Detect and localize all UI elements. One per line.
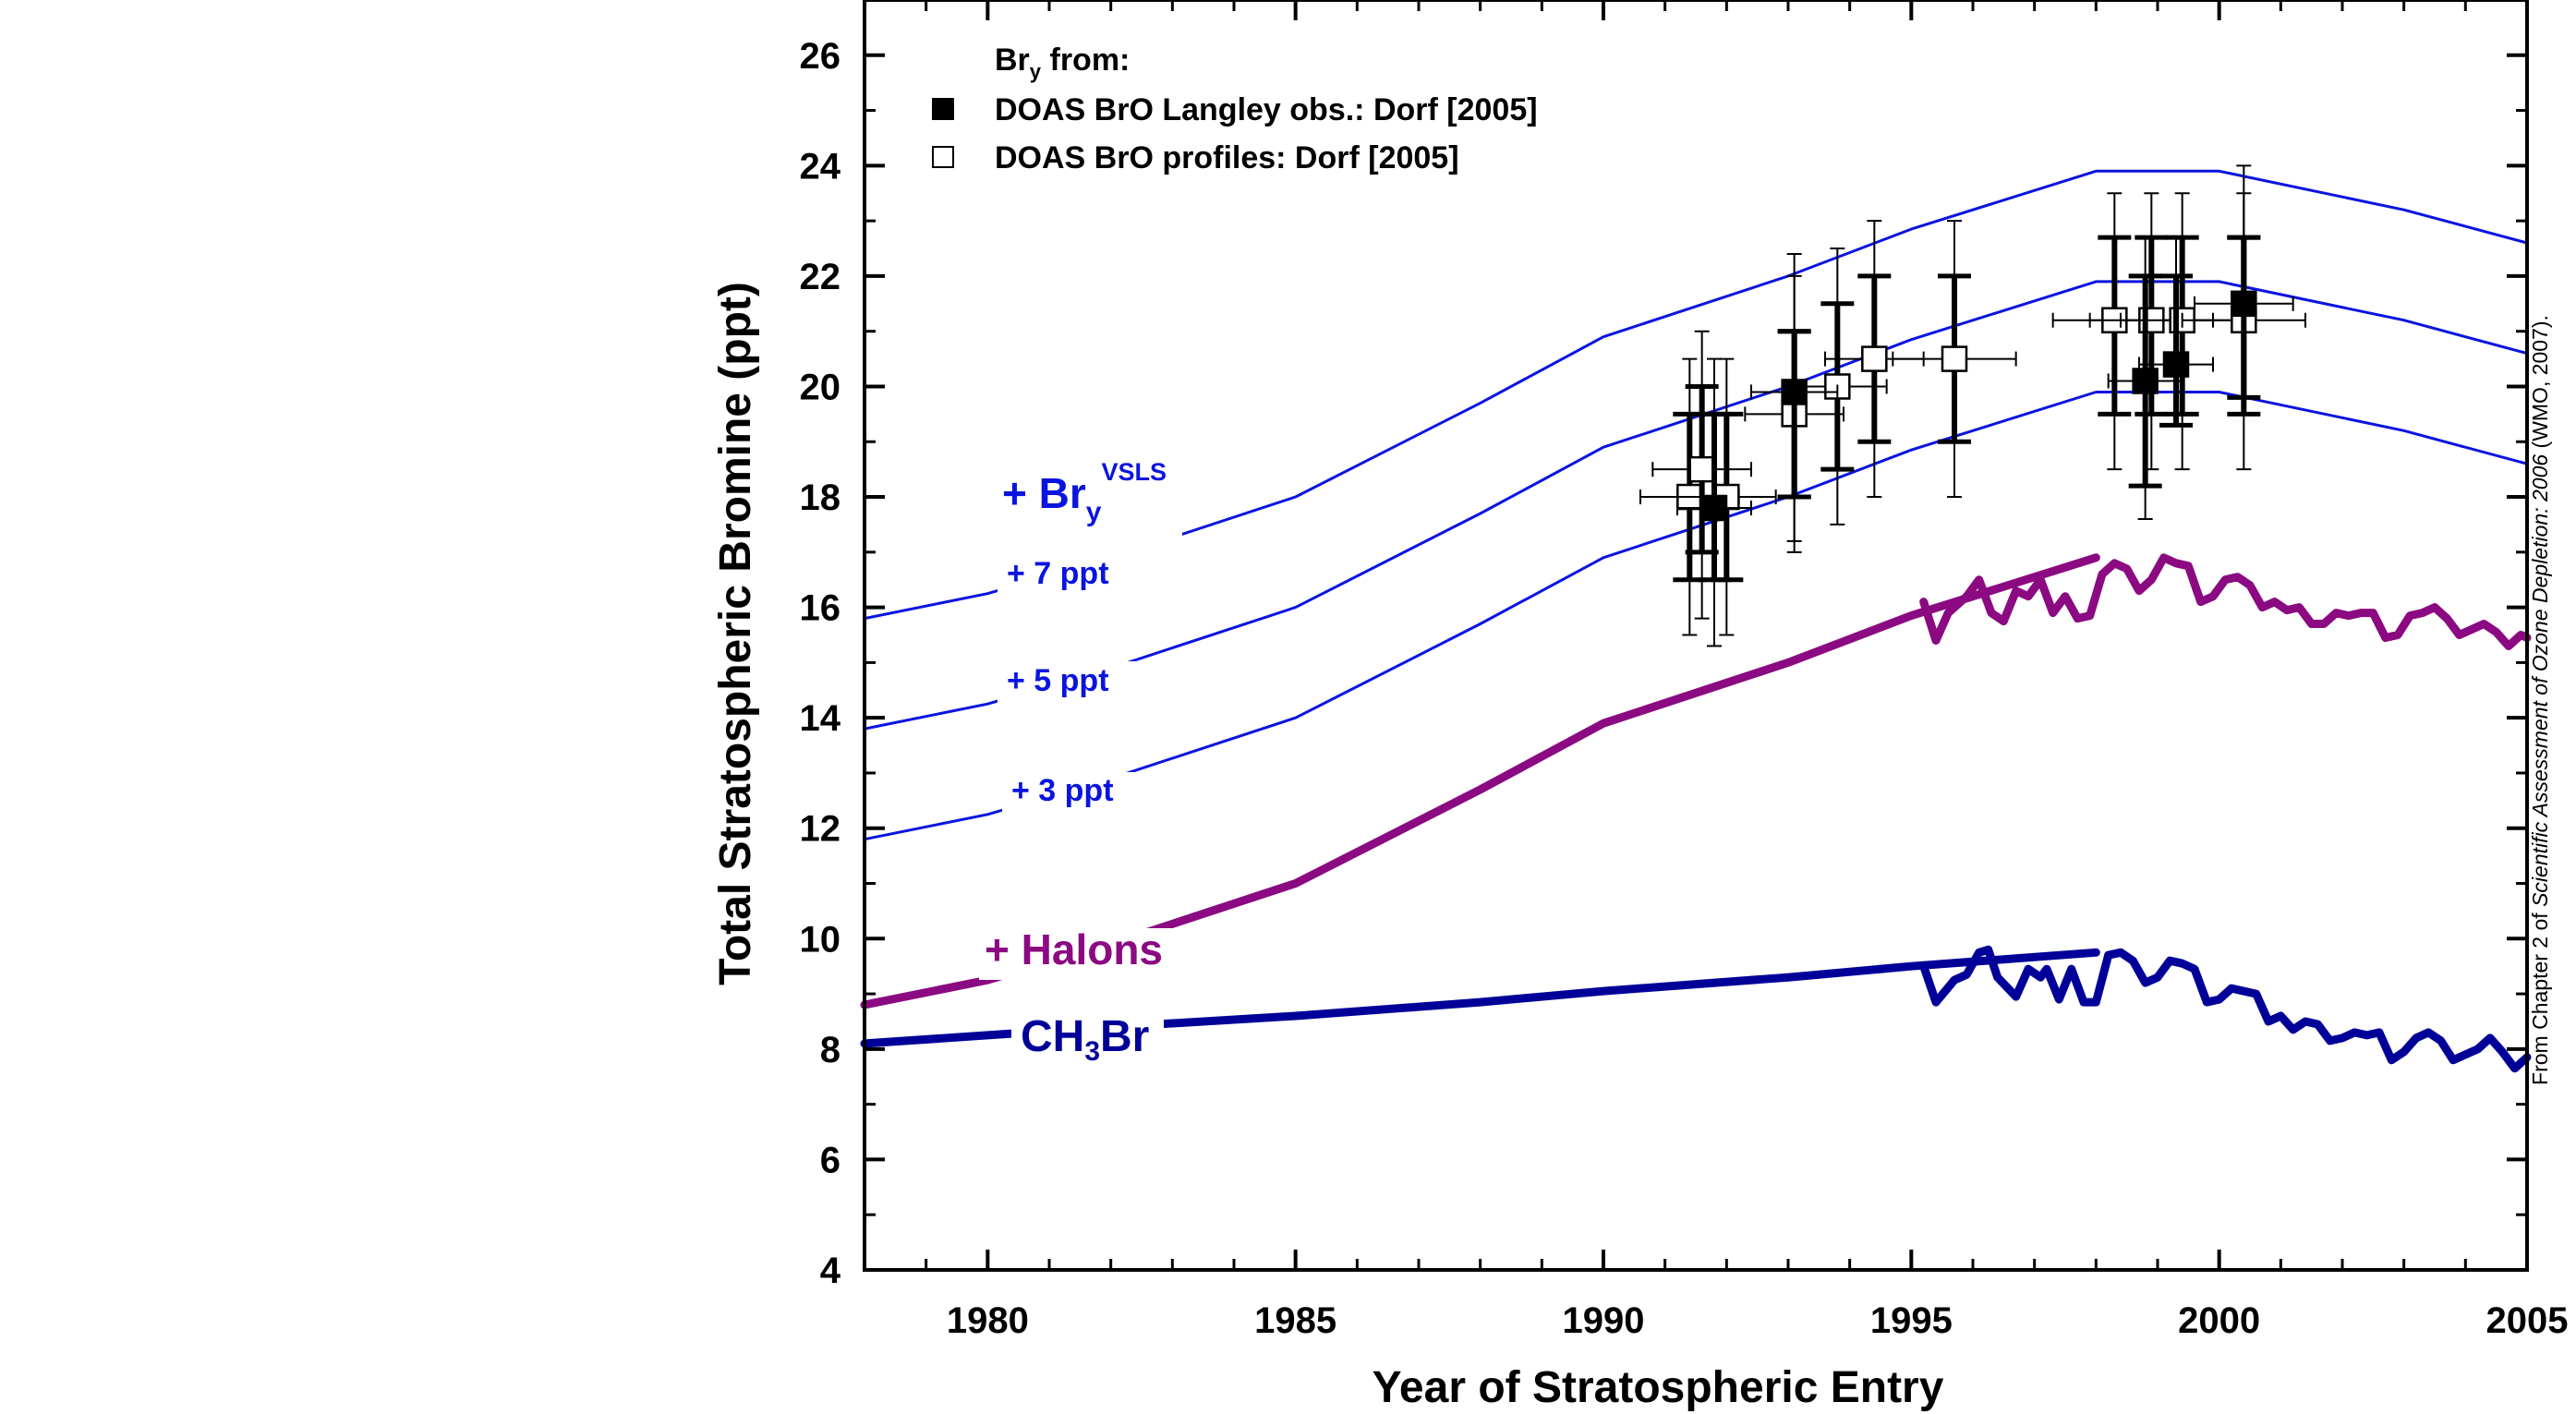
x-tick-label: 1980 bbox=[947, 1300, 1029, 1341]
langley-point bbox=[2138, 236, 2214, 428]
profile-marker bbox=[1861, 345, 1888, 372]
label-backdrop bbox=[1011, 1011, 1164, 1067]
y-axis-title: Total Stratospheric Bromine (ppt) bbox=[711, 282, 760, 985]
x-tick-label: 2000 bbox=[2178, 1300, 2260, 1341]
label-backdrop bbox=[979, 928, 1201, 980]
langley-marker bbox=[1700, 494, 1728, 522]
y-tick-label: 14 bbox=[800, 698, 841, 739]
x-tick-label: 2005 bbox=[2486, 1300, 2569, 1341]
series-layer bbox=[860, 169, 2532, 1073]
langley-point bbox=[2194, 164, 2294, 400]
svg-text:+ BryVSLS: + Bry VSLS bbox=[1002, 458, 1167, 527]
y-tick-label: 12 bbox=[800, 809, 841, 850]
ch3br-label-rest: Br bbox=[1100, 1012, 1149, 1061]
legend-marker-open bbox=[932, 146, 954, 168]
y-tick-label: 26 bbox=[800, 36, 841, 77]
bry-label-sub: y bbox=[1086, 497, 1102, 527]
series-line-ch3br-detail bbox=[1919, 945, 2532, 1073]
profile-point bbox=[1892, 220, 2017, 499]
y-tick-label: 24 bbox=[800, 146, 841, 187]
svg-text:Bry from:: Bry from: bbox=[995, 42, 1130, 83]
y-tick-label: 6 bbox=[820, 1140, 841, 1180]
label-halons: + Halons bbox=[985, 925, 1163, 973]
source-credit: From Chapter 2 of Scientific Assessment … bbox=[2528, 315, 2552, 1085]
label-vsls7: + 7 ppt bbox=[1007, 556, 1109, 591]
label-backdrop bbox=[998, 661, 1145, 704]
ticks-layer: 1980 1985 1990 1995 2000 2005 4 6 8 10 12 14 16 18 20 2… bbox=[800, 0, 2569, 1341]
profile-point bbox=[2051, 192, 2177, 471]
y-tick-label: 4 bbox=[820, 1251, 841, 1291]
profile-marker bbox=[1941, 345, 1968, 372]
svg-text:CH3Br: CH3Br bbox=[1021, 1012, 1149, 1067]
label-bry-vsls: + Bry VSLS bbox=[1002, 458, 1167, 527]
y-tick-label: 10 bbox=[800, 919, 841, 960]
legend-title-rest: from: bbox=[1041, 42, 1130, 78]
bry-label-main: + Br bbox=[1002, 469, 1086, 517]
langley-marker bbox=[1781, 379, 1808, 405]
series-line-halons-detail bbox=[1919, 553, 2532, 650]
legend-entry-profiles: DOAS BrO profiles: Dorf [2005] bbox=[995, 140, 1459, 175]
label-backdrop bbox=[961, 499, 1182, 554]
langley-point bbox=[2107, 236, 2183, 520]
langley-marker bbox=[2132, 368, 2159, 394]
legend: Bry from: DOAS BrO Langley obs.: Dorf [2… bbox=[932, 42, 1538, 175]
legend-title-main: Br bbox=[995, 42, 1030, 78]
x-tick-label: 1985 bbox=[1254, 1300, 1336, 1341]
credit-prefix: From Chapter 2 of bbox=[2528, 907, 2552, 1085]
credit-italic: Scientific Assessment of Ozone Depletion… bbox=[2528, 454, 2552, 907]
profile-marker bbox=[1688, 455, 1715, 483]
legend-entry-langley: DOAS BrO Langley obs.: Dorf [2005] bbox=[995, 92, 1538, 127]
y-tick-label: 16 bbox=[800, 588, 841, 629]
bry-label-sup: VSLS bbox=[1101, 458, 1167, 486]
y-tick-label: 8 bbox=[820, 1030, 841, 1070]
label-vsls5: + 5 ppt bbox=[1007, 663, 1109, 698]
ch3br-label-main: CH bbox=[1021, 1012, 1084, 1061]
legend-title-sub: y bbox=[1030, 60, 1042, 83]
observations-layer bbox=[1639, 164, 2306, 647]
y-tick-label: 18 bbox=[800, 477, 841, 518]
label-backdrop bbox=[998, 554, 1145, 598]
x-tick-label: 1995 bbox=[1870, 1300, 1953, 1341]
x-tick-label: 1990 bbox=[1563, 1300, 1645, 1341]
y-tick-label: 20 bbox=[800, 367, 841, 407]
langley-point bbox=[1676, 357, 1752, 647]
x-axis-title: Year of Stratospheric Entry bbox=[1373, 1363, 1944, 1412]
legend-marker-filled bbox=[932, 98, 954, 120]
plot-frame bbox=[863, 0, 2529, 1272]
profile-point bbox=[1824, 220, 1925, 499]
ch3br-label-sub: 3 bbox=[1084, 1036, 1100, 1067]
credit-suffix: (WMO, 2007). bbox=[2528, 315, 2552, 454]
y-tick-label: 22 bbox=[800, 257, 841, 297]
label-ch3br: CH3Br bbox=[1021, 1012, 1149, 1067]
label-backdrop bbox=[1002, 772, 1141, 815]
label-vsls3: + 3 ppt bbox=[1011, 773, 1114, 808]
langley-point bbox=[1750, 253, 1839, 542]
langley-marker bbox=[2231, 290, 2257, 318]
langley-marker bbox=[2162, 351, 2190, 378]
